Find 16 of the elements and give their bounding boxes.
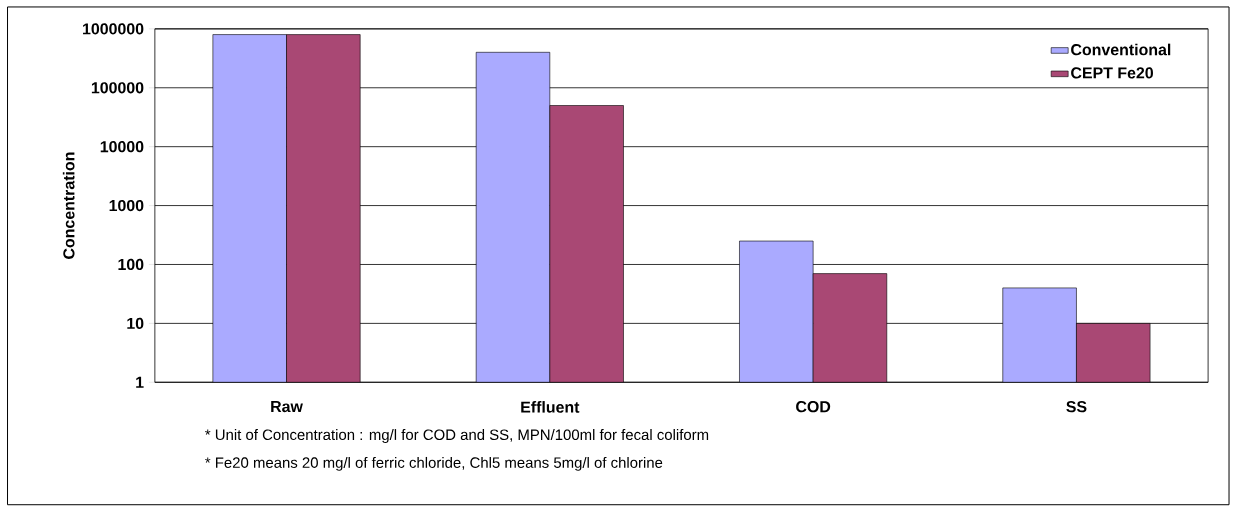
y-tick-label: 100 xyxy=(118,258,144,271)
y-tick-label: 10 xyxy=(127,317,144,330)
y-tick-label: 1 xyxy=(136,376,144,388)
y-tick-label: 100000 xyxy=(91,82,144,94)
y-tick-label: 10000 xyxy=(100,141,144,153)
legend-label: Conventional xyxy=(1071,43,1171,56)
legend-label: CEPT Fe20 xyxy=(1071,67,1153,79)
y-tick-label: 1000000 xyxy=(83,23,144,35)
text: * Fe20 means 20 mg/l of ferric chloride, Chl5 means 5mg/l of chlorine xyxy=(205,457,663,471)
y-tick-label: 1000 xyxy=(109,200,144,212)
x-tick-label: SS xyxy=(1066,401,1087,413)
text: * Unit of Concentration : mg/l for COD and SS, MPN/100ml for fecal coliform xyxy=(205,429,709,444)
y-axis-title: Concentration xyxy=(62,152,75,260)
x-tick-label: Effluent xyxy=(521,401,580,413)
x-tick-label: COD xyxy=(796,401,831,413)
x-tick-label: Raw xyxy=(271,401,303,413)
